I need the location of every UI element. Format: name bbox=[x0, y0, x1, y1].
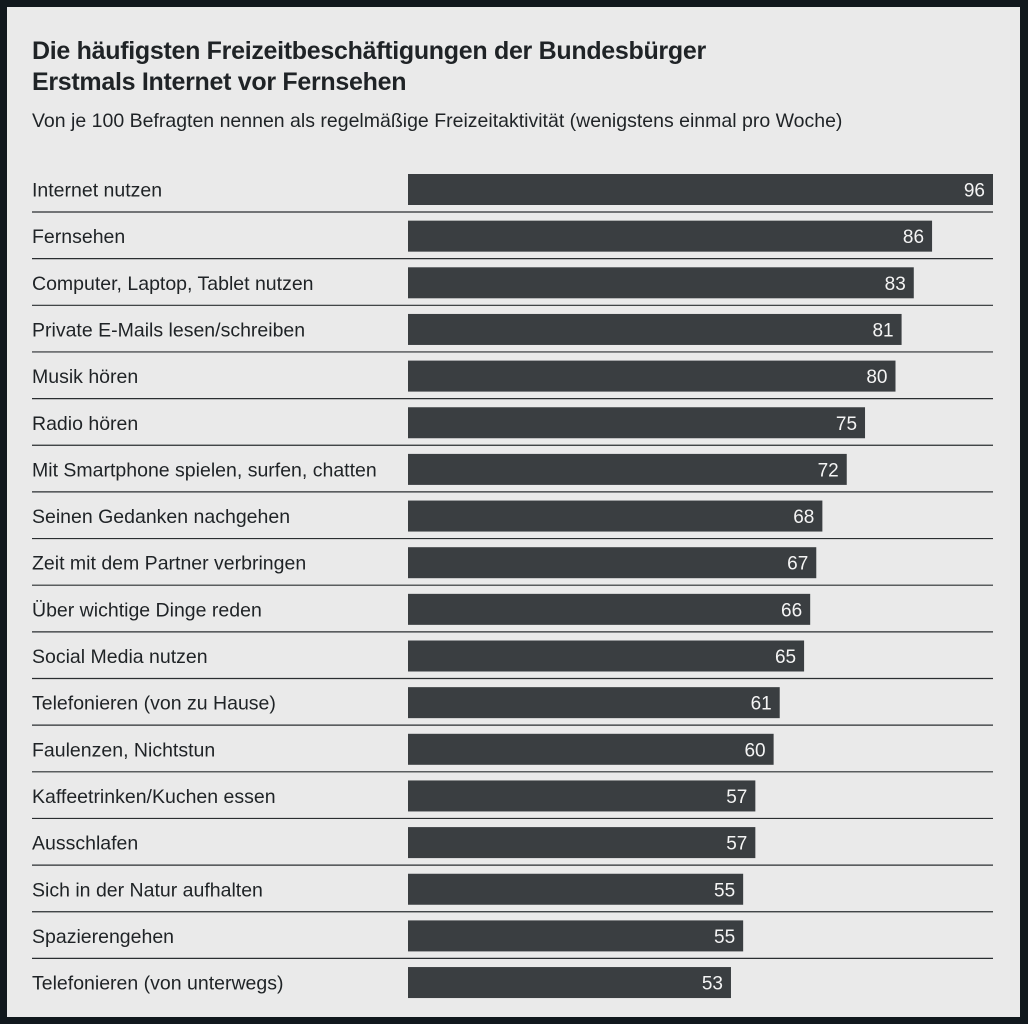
category-label: Internet nutzen bbox=[32, 180, 162, 202]
value-label: 55 bbox=[714, 927, 735, 948]
category-label: Faulenzen, Nichtstun bbox=[32, 739, 215, 761]
value-label: 60 bbox=[744, 740, 765, 761]
value-label: 61 bbox=[751, 694, 772, 715]
category-label: Sich in der Natur aufhalten bbox=[32, 879, 263, 901]
bar bbox=[408, 780, 756, 812]
category-label: Musik hören bbox=[32, 366, 138, 388]
value-label: 75 bbox=[836, 414, 857, 435]
value-label: 57 bbox=[726, 834, 747, 855]
value-label: 96 bbox=[964, 181, 985, 202]
bar bbox=[408, 827, 756, 859]
bar bbox=[408, 267, 914, 299]
bar bbox=[408, 174, 993, 205]
value-label: 81 bbox=[872, 320, 893, 341]
chart-subtitle: Erstmals Internet vor Fernsehen bbox=[32, 68, 407, 96]
category-label: Telefonieren (von unterwegs) bbox=[32, 973, 283, 995]
value-label: 57 bbox=[726, 787, 747, 808]
category-label: Spazierengehen bbox=[32, 926, 174, 948]
category-label: Private E-Mails lesen/schreiben bbox=[32, 319, 305, 341]
value-label: 67 bbox=[787, 554, 808, 575]
category-label: Radio hören bbox=[32, 413, 138, 435]
value-label: 66 bbox=[781, 600, 802, 621]
value-label: 68 bbox=[793, 507, 814, 528]
bar bbox=[408, 360, 896, 392]
category-label: Mit Smartphone spielen, surfen, chatten bbox=[32, 459, 377, 481]
bar bbox=[408, 453, 847, 485]
bar bbox=[408, 687, 780, 719]
value-label: 86 bbox=[903, 227, 924, 248]
category-label: Fernsehen bbox=[32, 226, 125, 248]
category-label: Ausschlafen bbox=[32, 833, 138, 855]
category-label: Seinen Gedanken nachgehen bbox=[32, 506, 290, 528]
bar bbox=[408, 547, 817, 579]
bar-chart: Internet nutzen 96 Fernsehen 86 Computer, La… bbox=[32, 174, 993, 999]
bar bbox=[408, 920, 744, 952]
value-label: 53 bbox=[702, 974, 723, 995]
value-label: 80 bbox=[866, 367, 887, 388]
bar bbox=[408, 407, 866, 439]
bar bbox=[408, 873, 744, 905]
chart-title: Die häufigsten Freizeitbeschäftigungen d… bbox=[32, 37, 706, 65]
bar bbox=[408, 967, 731, 999]
value-label: 65 bbox=[775, 647, 796, 668]
value-label: 72 bbox=[818, 460, 839, 481]
bar bbox=[408, 593, 811, 625]
category-label: Telefonieren (von zu Hause) bbox=[32, 693, 276, 715]
bar bbox=[408, 640, 805, 672]
category-label: Über wichtige Dinge reden bbox=[32, 599, 262, 621]
bar bbox=[408, 313, 902, 345]
category-label: Kaffeetrinken/Kuchen essen bbox=[32, 786, 276, 808]
category-label: Social Media nutzen bbox=[32, 646, 208, 668]
chart-card: Die häufigsten Freizeitbeschäftigungen d… bbox=[7, 7, 1020, 1017]
value-label: 83 bbox=[885, 274, 906, 295]
bar bbox=[408, 500, 823, 532]
chart-note: Von je 100 Befragten nennen als regelmäß… bbox=[32, 110, 843, 132]
value-label: 55 bbox=[714, 880, 735, 901]
category-label: Zeit mit dem Partner verbringen bbox=[32, 553, 306, 575]
category-label: Computer, Laptop, Tablet nutzen bbox=[32, 273, 314, 295]
bar bbox=[408, 220, 933, 252]
bar bbox=[408, 733, 774, 765]
